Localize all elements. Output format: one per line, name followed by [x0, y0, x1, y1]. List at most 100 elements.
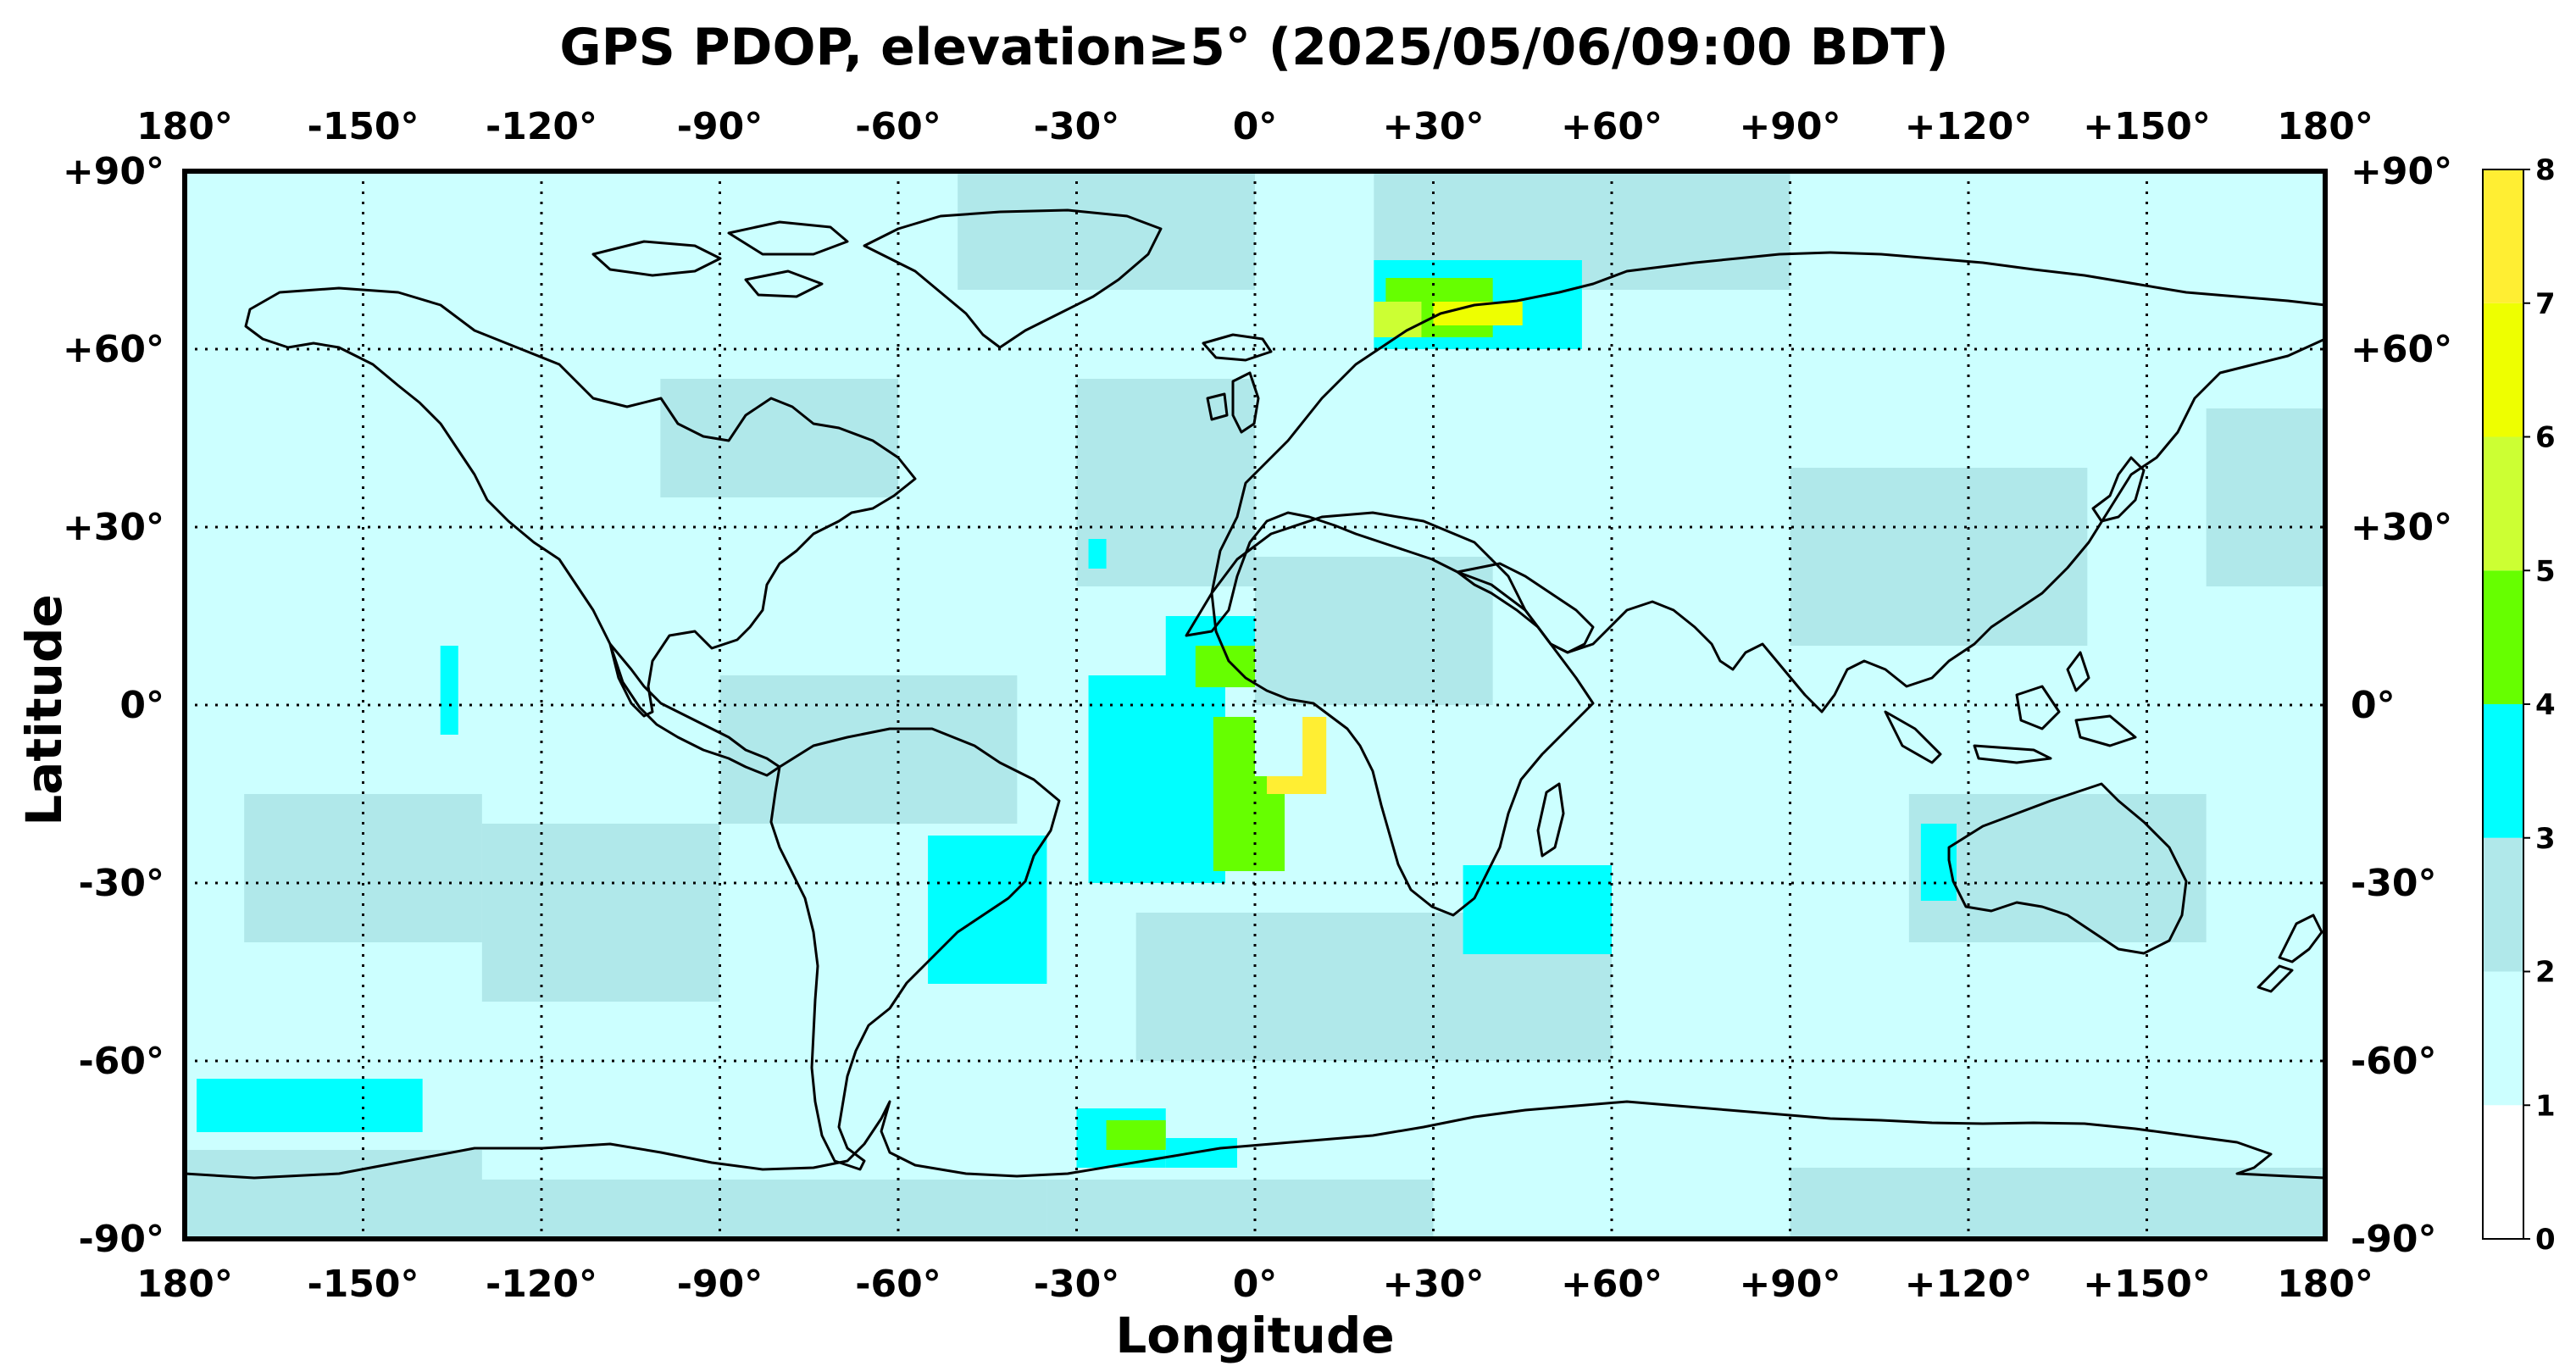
colorbar-tick-label: 6	[2535, 421, 2556, 455]
colorbar-tick-label: 8	[2535, 153, 2556, 187]
coastline-greenland	[863, 208, 1163, 349]
lat-tick-label-left: -60°	[79, 1040, 165, 1083]
coastline-indonesia	[1884, 651, 2137, 764]
colorbar-tick-label: 5	[2535, 554, 2556, 588]
lon-tick-label-bottom: -120°	[486, 1263, 597, 1306]
coastline-eurasia	[1185, 251, 2327, 714]
pdop-region-9	[481, 824, 720, 1002]
latitude-ticks-left: +90° +60° +30° 0° -30° -60° -90°	[63, 150, 164, 1261]
pdop-region-1	[185, 1180, 1047, 1239]
lon-tick-label-top: -30°	[1034, 105, 1120, 148]
colorbar-segment-5	[2483, 436, 2523, 571]
coastlines	[184, 208, 2327, 1180]
pdop-region-12	[1255, 557, 1493, 705]
pdop-region-2	[1046, 1180, 1434, 1239]
colorbar-segment-3	[2483, 704, 2523, 838]
pdop-region-19	[928, 836, 1047, 984]
longitude-ticks-bottom: 180° -150° -120° -90° -60° -30° 0° +30° +60° +90°…	[136, 1263, 2373, 1306]
longitude-ticks-top: 180° -150° -120° -90° -60° -30° 0° +30° +60° +90°…	[136, 105, 2373, 148]
lat-tick-label-left: -90°	[79, 1218, 165, 1261]
pdop-region-30	[1106, 1120, 1166, 1150]
lat-tick-label-left: +30°	[63, 506, 164, 549]
lon-tick-label-bottom: +30°	[1382, 1263, 1484, 1306]
lat-tick-label-right: +90°	[2351, 150, 2452, 193]
lon-tick-label-top: +30°	[1382, 105, 1484, 148]
coastline-south-america	[769, 727, 1061, 1171]
coastline-arctic-islands	[591, 220, 849, 298]
map-frame	[182, 169, 2328, 1241]
colorbar-tick-label: 3	[2535, 822, 2556, 856]
pdop-region-31	[1374, 302, 1422, 337]
coastline-north-america	[244, 286, 917, 718]
colorbar-tick-label: 7	[2535, 287, 2556, 321]
latitude-ticks-right: +90° +60° +30° 0° -30° -60° -90°	[2351, 150, 2452, 1261]
lon-tick-label-top: 180°	[136, 105, 233, 148]
colorbar-segment-6	[2483, 303, 2523, 437]
coastline-new-zealand	[2257, 913, 2323, 993]
pdop-region-15	[2206, 408, 2325, 586]
pdop-region-22	[197, 1079, 423, 1132]
lat-tick-label-right: -30°	[2351, 862, 2437, 905]
lon-tick-label-bottom: 180°	[2277, 1263, 2373, 1306]
colorbar-tick-label: 1	[2535, 1089, 2556, 1123]
pdop-region-34	[1255, 705, 1303, 776]
colorbar-segment-4	[2483, 570, 2523, 704]
lon-tick-label-top: -120°	[486, 105, 597, 148]
coastline-iceland	[1202, 333, 1273, 362]
lon-tick-label-top: +60°	[1561, 105, 1663, 148]
pdop-region-13	[1790, 468, 2088, 646]
lon-tick-label-bottom: 0°	[1233, 1263, 1278, 1306]
lat-tick-label-right: -60°	[2351, 1040, 2437, 1083]
lat-tick-label-left: +90°	[63, 150, 164, 193]
coastline-africa	[1210, 511, 1595, 917]
pdop-regions	[185, 171, 2325, 1239]
pdop-region-3	[1790, 1168, 2325, 1239]
graticule	[185, 171, 2325, 1239]
lon-tick-label-top: -150°	[307, 105, 419, 148]
colorbar-segment-1	[2483, 971, 2523, 1106]
coastline-madagascar	[1536, 782, 1565, 858]
pdop-region-20	[1463, 865, 1612, 954]
lon-tick-label-bottom: +90°	[1739, 1263, 1840, 1306]
lat-tick-label-right: +60°	[2351, 328, 2452, 371]
colorbar-tick-label: 2	[2535, 956, 2556, 990]
lat-tick-label-right: +30°	[2351, 506, 2452, 549]
colorbar-segment-7	[2483, 169, 2523, 303]
coastline-arabia	[1456, 562, 1595, 654]
pdop-region-25	[440, 646, 458, 735]
pdop-region-8	[244, 794, 482, 942]
colorbar: 0 1 2 3 4 5 6 7 8	[2482, 153, 2556, 1257]
lat-tick-label-right: 0°	[2351, 684, 2396, 727]
lon-tick-label-bottom: -150°	[307, 1263, 419, 1306]
lon-tick-label-bottom: 180°	[136, 1263, 233, 1306]
lat-tick-label-right: -90°	[2351, 1218, 2437, 1261]
lon-tick-label-bottom: -90°	[677, 1263, 763, 1306]
pdop-region-24	[1165, 1138, 1237, 1168]
coastline-australia	[1947, 782, 2188, 955]
colorbar-segment-2	[2483, 837, 2523, 972]
lon-tick-label-bottom: -60°	[855, 1263, 941, 1306]
colorbar-tick-label: 0	[2535, 1223, 2556, 1257]
lon-tick-label-top: 180°	[2277, 105, 2373, 148]
lat-tick-label-left: +60°	[63, 328, 164, 371]
coastline-british-isles	[1206, 371, 1260, 434]
lon-tick-label-bottom: -30°	[1034, 1263, 1120, 1306]
pdop-region-18	[1088, 675, 1225, 883]
lon-tick-label-top: -60°	[855, 105, 941, 148]
lat-tick-label-left: 0°	[119, 684, 164, 727]
lon-tick-label-top: +120°	[1905, 105, 2033, 148]
map-plot-area	[182, 169, 2328, 1241]
coastline-japan	[2091, 456, 2146, 523]
pdop-region-7	[660, 379, 898, 497]
colorbar-segment-0	[2483, 1105, 2523, 1239]
pdop-region-4	[958, 171, 1255, 290]
lon-tick-label-bottom: +150°	[2083, 1263, 2211, 1306]
coastline-antarctica	[184, 1100, 2326, 1180]
lon-tick-label-top: +150°	[2083, 105, 2211, 148]
colorbar-ticks: 0 1 2 3 4 5 6 7 8	[2523, 153, 2556, 1257]
lon-tick-label-top: -90°	[677, 105, 763, 148]
lon-tick-label-top: 0°	[1233, 105, 1278, 148]
lon-tick-label-top: +90°	[1739, 105, 1840, 148]
lon-tick-label-bottom: +120°	[1905, 1263, 2033, 1306]
